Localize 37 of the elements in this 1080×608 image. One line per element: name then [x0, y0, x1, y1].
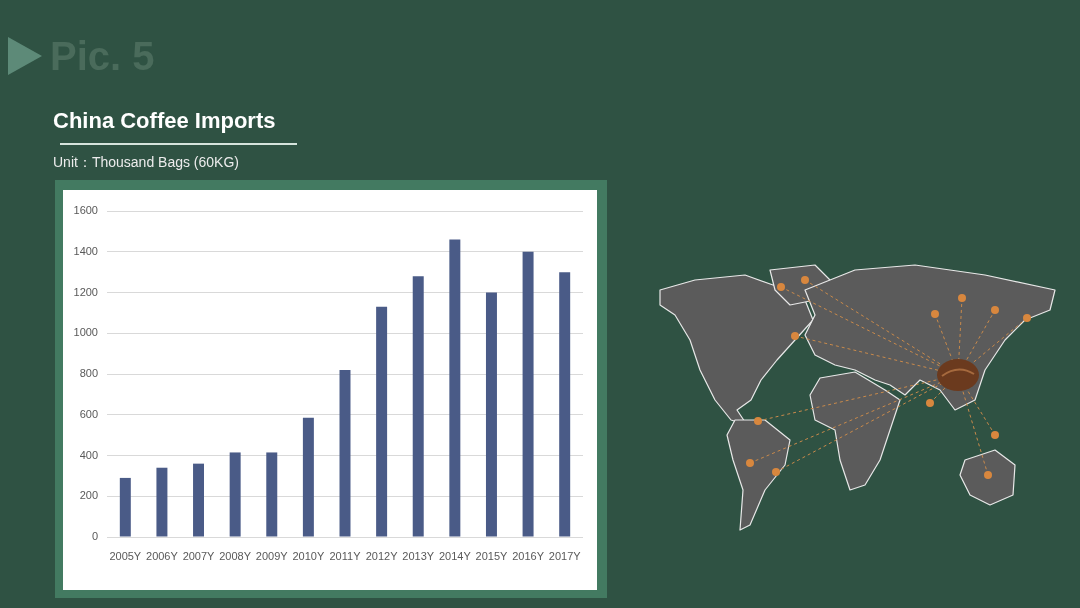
- x-tick-label: 2010Y: [292, 549, 325, 562]
- y-tick-label: 1600: [73, 204, 98, 217]
- chart-subtitle: Unit：Thousand Bags (60KG): [53, 153, 239, 172]
- bar: [229, 452, 241, 537]
- bar: [376, 306, 388, 537]
- x-tick-label: 2016Y: [512, 549, 545, 562]
- x-tick-label: 2006Y: [146, 549, 179, 562]
- y-tick-label: 200: [79, 489, 98, 502]
- y-tick-label: 400: [79, 448, 98, 461]
- bar: [119, 477, 131, 537]
- x-tick-label: 2007Y: [182, 549, 216, 562]
- y-tick-label: 1400: [73, 244, 98, 257]
- bar: [302, 417, 314, 537]
- y-tick-label: 600: [79, 407, 98, 420]
- x-tick-label: 2011Y: [329, 549, 362, 562]
- bar: [266, 452, 278, 537]
- x-tick-label: 2013Y: [402, 549, 435, 562]
- bar: [559, 272, 571, 537]
- bar: [449, 239, 461, 537]
- bar: [156, 467, 168, 537]
- bar: [485, 292, 497, 537]
- chart-title: China Coffee Imports: [53, 107, 276, 135]
- bar: [339, 369, 351, 537]
- x-tick-label: 2014Y: [438, 549, 472, 562]
- y-tick-label: 0: [91, 530, 98, 543]
- x-tick-label: 2012Y: [365, 549, 399, 562]
- y-tick-label: 800: [79, 367, 98, 380]
- y-tick-label: 1000: [73, 326, 98, 339]
- x-tick-label: 2017Y: [548, 549, 582, 562]
- x-tick-label: 2015Y: [475, 549, 509, 562]
- bar: [193, 463, 205, 537]
- x-tick-label: 2009Y: [255, 549, 289, 562]
- x-tick-label: 2008Y: [219, 549, 252, 562]
- y-tick-label: 1200: [73, 285, 98, 298]
- bar: [412, 276, 424, 537]
- x-tick-label: 2005Y: [109, 549, 142, 562]
- bar: [522, 251, 534, 537]
